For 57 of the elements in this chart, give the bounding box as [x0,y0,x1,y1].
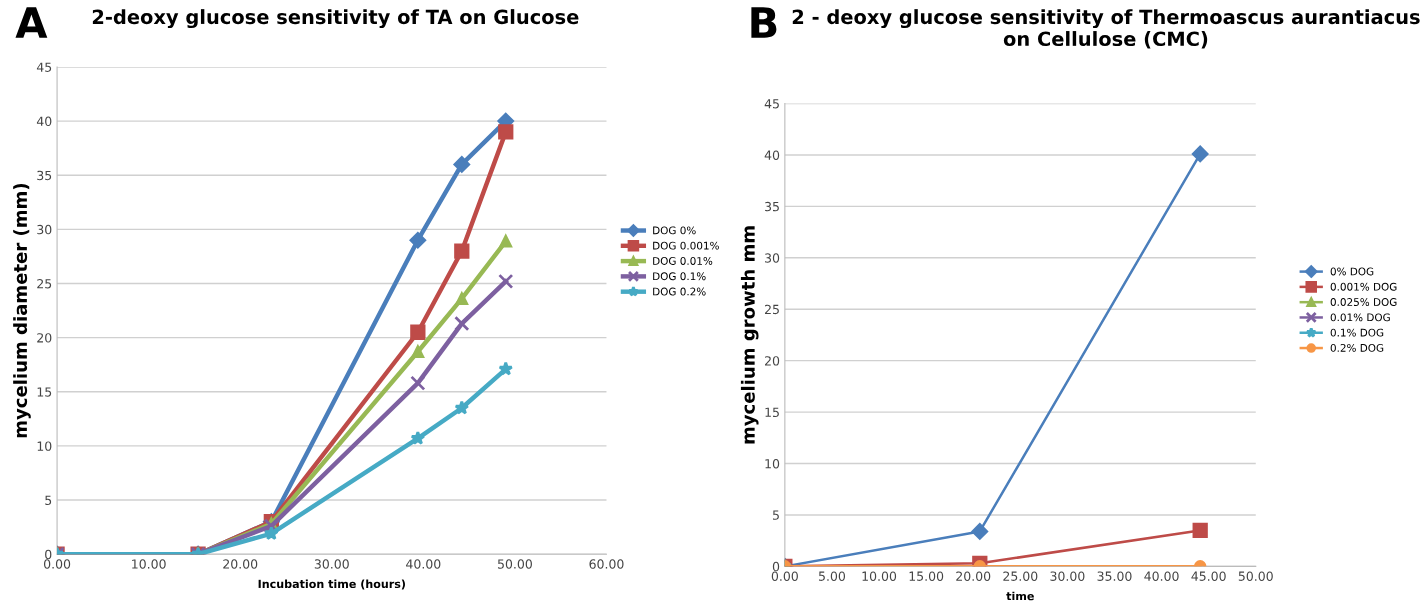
y-tick-label: 15 [37,387,52,397]
y-tick-label: 0 [45,549,52,560]
y-tick-label: 5 [45,495,52,505]
y-tick-label: 30 [37,224,52,235]
text: A [15,7,48,38]
y-axis-title: mycelium diameter (mm) [13,183,31,438]
x-tick-label: 50.00 [1238,571,1273,581]
x-axis-title: Incubation time (hours) [258,579,405,590]
x-tick-label: 15.00 [909,571,944,581]
y-axis-title: mycelium growth mm [740,226,759,444]
legend-label: 0.2% DOG [1330,343,1384,352]
x-tick-label: 35.00 [1097,571,1132,581]
legend-label: DOG 0.01% [653,257,713,265]
y-tick-label: 5 [773,510,779,520]
y-tick-label: 0 [772,561,780,572]
y-tick-label: 25 [765,304,779,315]
y-tick-label: 15 [765,407,779,418]
y-tick-label: 30 [765,253,780,263]
x-tick-label: 20.00 [956,571,991,581]
legend-label: DOG 0.1% [653,272,706,281]
y-tick-label: 10 [765,458,780,469]
y-tick-label: 40 [36,116,52,127]
legend-label: DOG 0% [653,226,696,235]
x-tick-label: 30.00 [314,559,349,569]
y-tick-label: 10 [37,441,52,451]
y-tick-label: 35 [37,170,52,181]
chart-title: 2-deoxy glucose sensitivity of TA on Glucose [92,9,579,29]
x-tick-label: 40.00 [1144,571,1179,581]
chart-title: 2 - deoxy glucose sensitivity of Thermoascus aurantiacus on Cellulose (CMC) [792,9,1420,49]
x-tick-label: 60.00 [589,559,624,569]
y-tick-label: 20 [765,356,780,366]
legend-label: 0.01% DOG [1330,313,1390,322]
x-tick-label: 0.00 [43,559,71,569]
x-axis-title: time [1006,591,1034,601]
y-tick-label: 40 [764,150,780,160]
y-tick-label: 20 [37,333,52,343]
x-tick-label: 50.00 [497,559,532,569]
legend-label: 0.001% DOG [1330,282,1397,291]
x-tick-label: 45.00 [1191,571,1226,581]
legend-label: DOG 0.001% [653,241,719,250]
legend-label: 0% DOG [1330,267,1374,276]
legend-label: 0.1% DOG [1330,328,1384,337]
legend-label: DOG 0.2% [653,287,706,296]
y-tick-label: 35 [765,201,779,212]
x-tick-label: 40.00 [406,559,441,569]
x-tick-label: 25.00 [1003,571,1038,581]
x-tick-label: 0.00 [771,571,798,581]
x-tick-label: 10.00 [132,559,166,569]
x-tick-label: 30.00 [1050,571,1085,581]
x-tick-label: 20.00 [223,559,258,569]
text: B [751,7,777,38]
legend-label: 0.025% DOG [1330,298,1397,306]
x-tick-label: 10.00 [862,571,897,581]
x-tick-label: 5.00 [818,571,846,581]
y-tick-label: 25 [37,278,52,289]
y-tick-label: 45 [764,99,779,109]
y-tick-label: 45 [36,62,52,72]
